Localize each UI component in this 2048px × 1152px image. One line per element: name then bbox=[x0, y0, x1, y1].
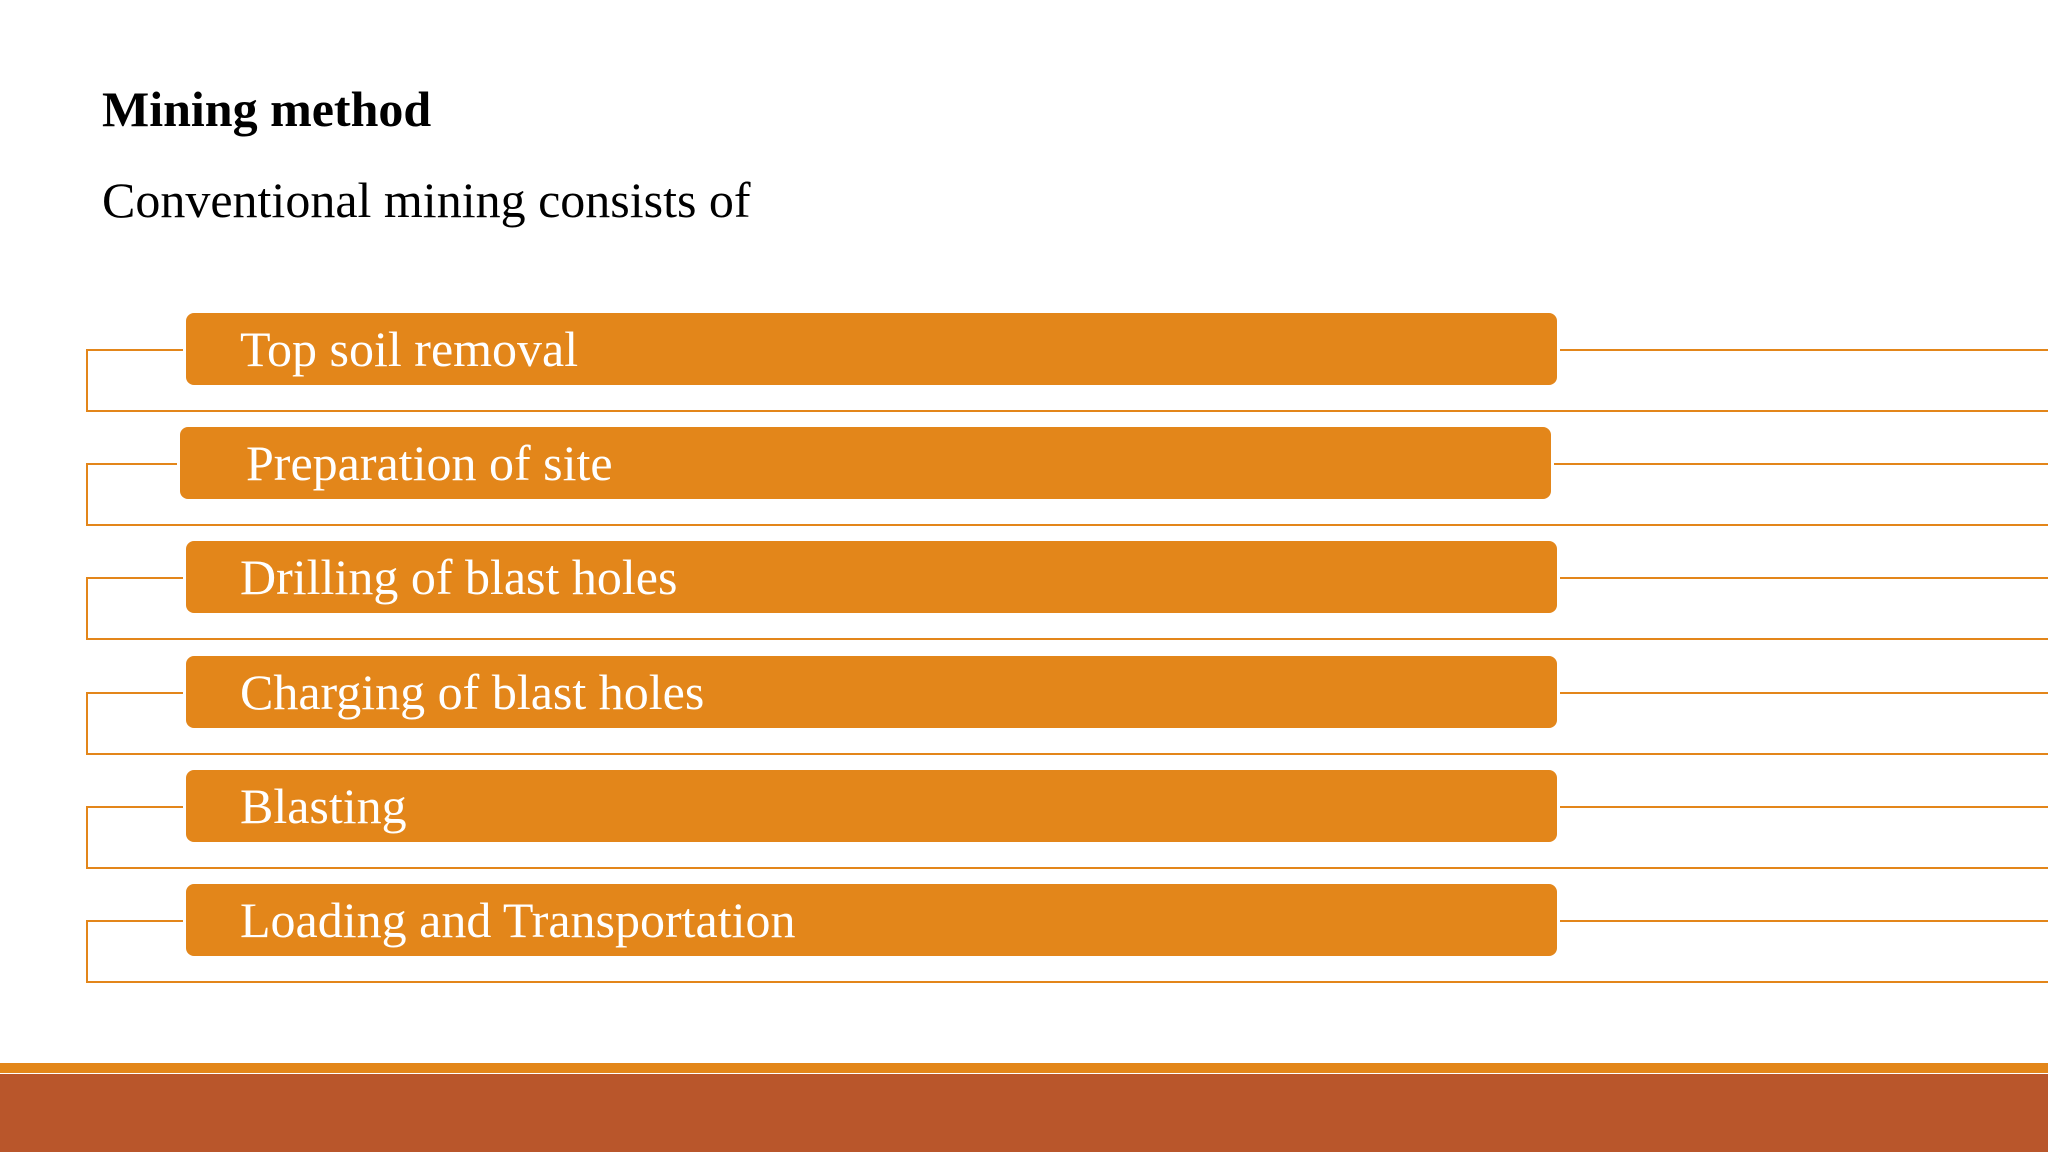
step-bar: Loading and Transportation bbox=[186, 884, 1557, 956]
slide-title: Mining method bbox=[102, 81, 432, 137]
step-item-drilling-of-blast-holes: Drilling of blast holes bbox=[0, 541, 2048, 656]
step-label: Top soil removal bbox=[240, 321, 579, 377]
step-item-blasting: Blasting bbox=[0, 770, 2048, 885]
step-bar: Blasting bbox=[186, 770, 1557, 842]
footer-band bbox=[0, 1074, 2048, 1152]
step-bar: Top soil removal bbox=[186, 313, 1557, 385]
step-bar: Preparation of site bbox=[180, 427, 1551, 499]
step-item-top-soil-removal: Top soil removal bbox=[0, 313, 2048, 428]
step-bar: Charging of blast holes bbox=[186, 656, 1557, 728]
step-label: Drilling of blast holes bbox=[240, 549, 678, 605]
step-bar: Drilling of blast holes bbox=[186, 541, 1557, 613]
step-label: Preparation of site bbox=[246, 435, 613, 491]
step-item-charging-of-blast-holes: Charging of blast holes bbox=[0, 656, 2048, 771]
footer-accent-stripe bbox=[0, 1063, 2048, 1073]
slide-subtitle: Conventional mining consists of bbox=[102, 172, 751, 228]
step-label: Blasting bbox=[240, 778, 407, 834]
step-item-preparation-of-site: Preparation of site bbox=[0, 427, 2048, 542]
step-label: Charging of blast holes bbox=[240, 664, 705, 720]
step-label: Loading and Transportation bbox=[240, 892, 796, 948]
step-item-loading-and-transportation: Loading and Transportation bbox=[0, 884, 2048, 999]
